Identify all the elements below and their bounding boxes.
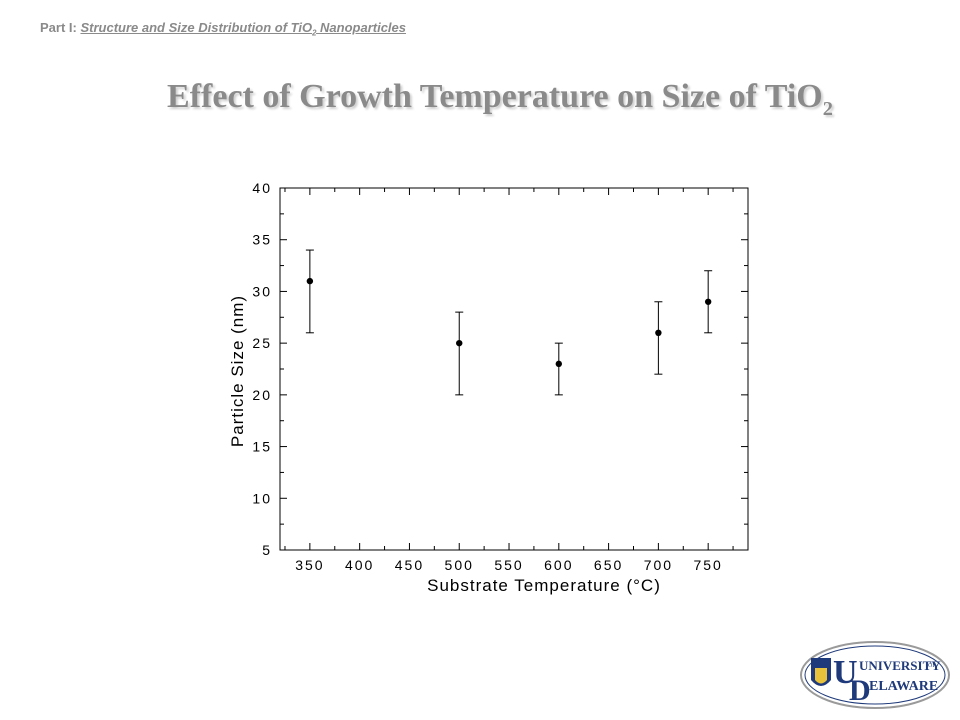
y-tick-label: 30: [252, 283, 272, 299]
slide-title-sub: 2: [822, 97, 833, 120]
y-axis-label: Particle Size (nm): [228, 295, 247, 447]
particle-size-chart: 5 10 15 20 25 30 35 40 350 400 450 500 550 600 650 700 7…: [228, 180, 749, 595]
y-tick-label: 10: [252, 490, 272, 506]
part-topic: Structure and Size Distribution of TiO2 …: [80, 20, 407, 38]
slide-title-main: Effect of Growth Temperature on Size of …: [167, 78, 823, 115]
y-tick-label: 15: [252, 439, 272, 455]
part-topic-tail: Nanoparticles: [316, 20, 407, 35]
university-logo: U D UNIVERSITY OF ELAWARE: [800, 641, 950, 709]
data-point: [456, 339, 463, 347]
data-point: [704, 298, 712, 305]
x-tick-label: 450: [395, 557, 424, 573]
part-topic-main: Structure and Size Distribution of TiO: [80, 20, 313, 35]
x-tick-label: 500: [445, 557, 474, 573]
data-point: [306, 277, 314, 285]
logo-line1: UNIVERSITY: [859, 658, 941, 673]
part-label: Part I:: [40, 20, 77, 35]
part-header: Part I: Structure and Size Distribution …: [40, 20, 406, 38]
y-tick-label: 35: [252, 232, 272, 248]
x-tick-label: 700: [644, 557, 673, 573]
logo-oval-inner: [804, 645, 946, 705]
x-tick-label: 650: [594, 557, 623, 573]
x-tick-label: 550: [494, 557, 523, 573]
data-point: [555, 360, 563, 368]
x-tick-label: 750: [693, 557, 722, 573]
x-tick-label: 400: [345, 557, 374, 573]
y-tick-label: 25: [252, 335, 272, 351]
plot-frame: [279, 187, 749, 551]
y-tick-label: 40: [252, 180, 272, 196]
x-axis-label: Substrate Temperature (°C): [427, 576, 661, 595]
part-topic-sub: 2: [312, 28, 317, 38]
logo-shield-inner: [815, 668, 827, 684]
logo-initial-u: U: [833, 654, 858, 691]
logo-of: OF: [928, 663, 936, 669]
logo-line2: ELAWARE: [869, 679, 938, 694]
x-tick-label: 350: [295, 557, 324, 573]
logo-oval: [800, 641, 950, 709]
logo-initial-d: D: [849, 674, 871, 707]
y-tick-label: 5: [262, 542, 272, 558]
y-tick-label: 20: [252, 387, 272, 403]
slide-title: Effect of Growth Temperature on Size of …: [0, 78, 960, 121]
data-point: [655, 329, 662, 336]
x-tick-label: 600: [544, 557, 573, 573]
